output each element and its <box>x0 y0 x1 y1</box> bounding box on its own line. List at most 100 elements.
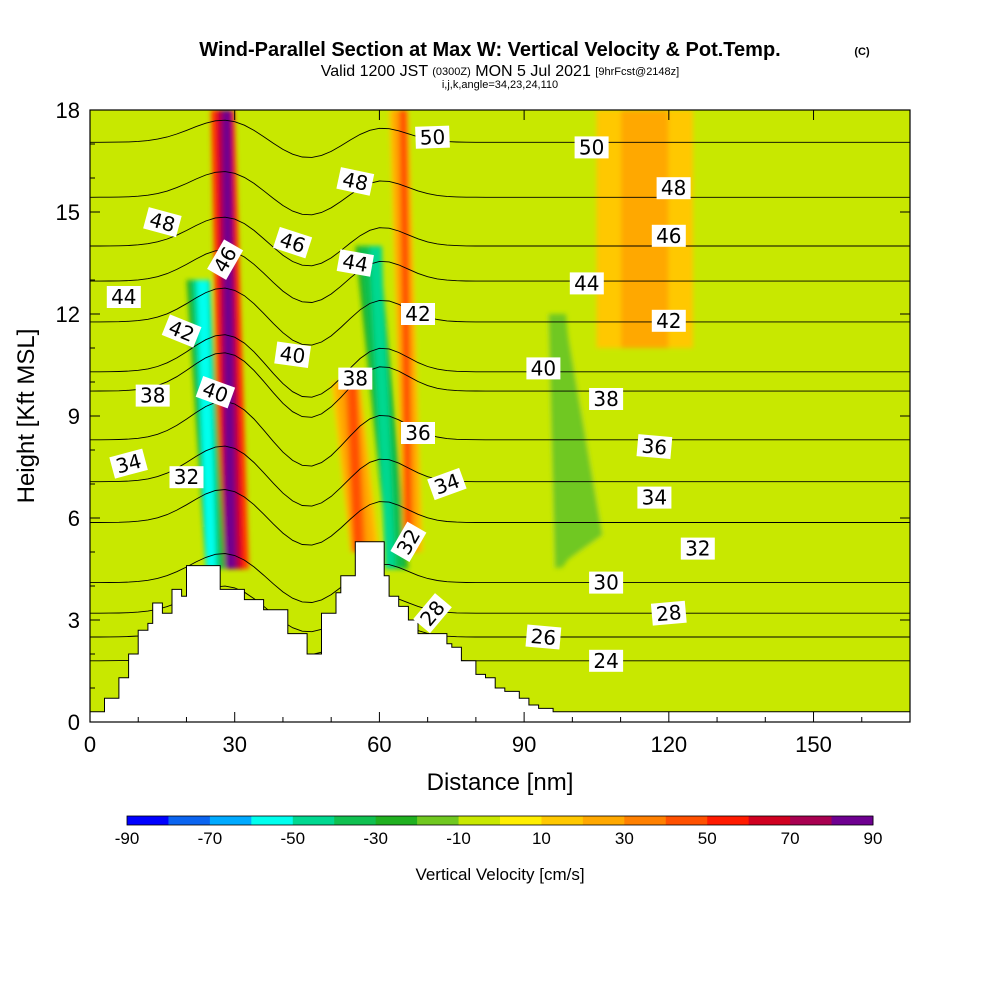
theta-contour <box>90 216 910 267</box>
contour-label-box <box>415 125 450 149</box>
contour-label-box <box>589 649 624 672</box>
contour-label-box <box>161 314 202 348</box>
contour-label-text: 42 <box>656 309 681 333</box>
contour-label: 36 <box>401 421 435 445</box>
contour-label-text: 44 <box>574 271 599 295</box>
contour-label-text: 34 <box>642 486 667 510</box>
contour-label: 38 <box>589 387 624 411</box>
contour-label-text: 24 <box>593 649 618 673</box>
y-axis-label: Height [Kft MSL] <box>13 329 40 504</box>
velocity-band <box>374 246 392 569</box>
contour-label-text: 46 <box>656 224 681 248</box>
colorbar-swatch <box>292 816 335 825</box>
contour-label-text: 40 <box>278 341 307 368</box>
grid-info: i,j,k,angle=34,23,24,110 <box>442 79 558 91</box>
contour-label-box <box>526 357 561 380</box>
contour-label: 50 <box>574 135 609 159</box>
contour-label: 46 <box>207 239 244 280</box>
contour-label-box <box>336 249 374 277</box>
x-tick-label: 60 <box>367 732 391 757</box>
contour-label: 38 <box>135 384 170 408</box>
colorbar-tick-label: -90 <box>115 829 140 848</box>
contour-label: 36 <box>636 434 673 460</box>
colorbar-swatch <box>251 816 294 825</box>
contour-label-text: 38 <box>593 387 618 411</box>
chart-subtitle: Valid 1200 JST (0300Z) MON 5 Jul 2021 [9… <box>321 62 679 80</box>
x-axis-ticks: 0 30 60 90 120 150 <box>84 110 863 757</box>
colorbar-swatch <box>127 816 169 825</box>
colorbar-label: Vertical Velocity [cm/s] <box>415 865 584 884</box>
contour-label: 34 <box>637 486 672 510</box>
chart-title: Wind-Parallel Section at Max W: Vertical… <box>199 39 780 61</box>
contour-label-box <box>651 224 686 247</box>
contour-label: 44 <box>336 249 374 277</box>
contour-label: 48 <box>656 176 691 200</box>
contour-label-box <box>273 226 313 259</box>
contour-label-box <box>109 448 148 479</box>
theta-contour <box>90 585 910 633</box>
contour-label-box <box>650 600 687 626</box>
velocity-band <box>629 110 661 348</box>
subtitle-time: Valid 1200 JST <box>321 63 429 80</box>
contour-label-text: 50 <box>579 135 604 159</box>
theta-contour <box>90 334 910 398</box>
terrain <box>90 541 910 722</box>
contour-label-text: 44 <box>341 249 370 277</box>
x-tick-label: 30 <box>222 732 246 757</box>
contour-label: 30 <box>589 571 624 595</box>
colorbar-swatch <box>209 816 252 825</box>
contour-label-text: 28 <box>655 600 682 626</box>
colorbar-tick-label: -30 <box>363 829 388 848</box>
y-tick-label: 18 <box>56 98 80 123</box>
colorbar-tick-label: 50 <box>698 829 717 848</box>
subtitle-utc: (0300Z) <box>432 66 471 78</box>
contour-label: 32 <box>169 465 204 489</box>
contour-label-text: 40 <box>531 356 556 380</box>
vertical-velocity-field <box>186 110 693 569</box>
contour-label: 24 <box>589 649 624 673</box>
contour-label: 40 <box>526 356 561 380</box>
theta-contour <box>90 171 910 216</box>
contour-label-box <box>525 624 562 650</box>
contour-label-box <box>574 136 609 159</box>
contour-label-box <box>336 167 375 196</box>
contour-label-box <box>413 593 452 634</box>
colorbar-swatch <box>707 816 750 825</box>
contour-label: 26 <box>525 624 562 650</box>
contour-label-text: 44 <box>111 285 136 309</box>
theta-contour <box>90 119 910 158</box>
subtitle-date: MON 5 Jul 2021 <box>475 63 591 80</box>
colorbar-tick-label: 90 <box>864 829 883 848</box>
contour-label-text: 36 <box>641 434 668 460</box>
contour-label-box <box>274 341 311 369</box>
velocity-band <box>347 382 363 552</box>
contour-label-text: 30 <box>593 571 618 595</box>
contour-label: 44 <box>569 271 604 295</box>
contour-label: 48 <box>336 167 375 196</box>
colorbar-swatch <box>790 816 833 825</box>
contour-label-box <box>427 467 467 501</box>
contour-label: 42 <box>401 302 435 326</box>
y-tick-label: 6 <box>68 506 80 531</box>
contour-label-box <box>143 207 182 238</box>
contour-label-box <box>636 434 673 460</box>
theta-contour <box>90 352 910 418</box>
colorbar-swatch <box>458 816 501 825</box>
colorbar-tick-label: 30 <box>615 829 634 848</box>
contour-label-box <box>195 376 236 409</box>
contour-label-text: 26 <box>530 624 557 650</box>
contour-label-text: 36 <box>405 421 430 445</box>
contour-label-box <box>390 521 427 563</box>
y-tick-label: 3 <box>68 608 80 633</box>
colorbar: -90 -70 -50 -30 -10 10 30 50 70 90 <box>115 815 883 848</box>
colorbar-swatch <box>375 816 418 825</box>
contour-label: 42 <box>651 309 686 333</box>
velocity-band <box>558 314 585 569</box>
y-tick-label: 9 <box>68 404 80 429</box>
contour-label-box <box>338 367 373 390</box>
x-axis-label: Distance [nm] <box>427 769 574 796</box>
contour-label-box <box>169 466 204 489</box>
contour-label-box <box>401 303 435 325</box>
